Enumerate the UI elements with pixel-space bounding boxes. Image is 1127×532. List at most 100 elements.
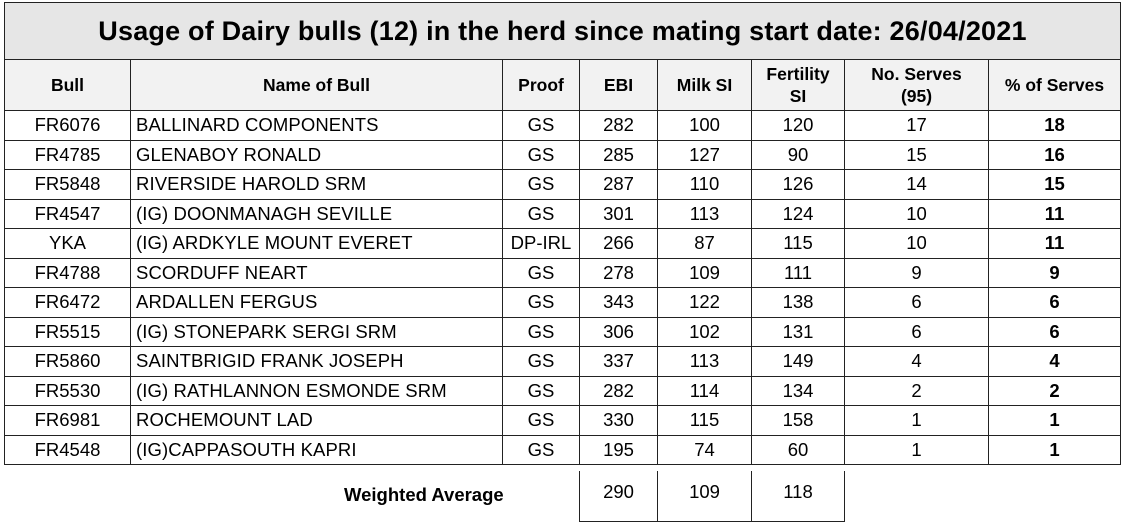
cell-no-serves: 17 <box>844 110 989 141</box>
cell-fertility-si: 115 <box>751 228 845 259</box>
table-row: FR4785 GLENABOY RONALD GS 285 127 90 15 16 <box>4 139 1121 170</box>
cell-name: ROCHEMOUNT LAD <box>130 405 503 436</box>
cell-ebi: 285 <box>579 139 658 170</box>
cell-bull: FR5530 <box>4 375 131 406</box>
col-header-milk-si: Milk SI <box>657 59 752 111</box>
cell-ebi: 278 <box>579 257 658 288</box>
cell-bull: FR6981 <box>4 405 131 436</box>
cell-name: GLENABOY RONALD <box>130 139 503 170</box>
cell-milk-si: 113 <box>657 346 752 377</box>
table-row: FR4788 SCORDUFF NEART GS 278 109 111 9 9 <box>4 257 1121 288</box>
cell-proof: GS <box>502 169 580 200</box>
cell-fertility-si: 158 <box>751 405 845 436</box>
col-header-proof: Proof <box>502 59 580 111</box>
cell-ebi: 195 <box>579 434 658 465</box>
cell-name: SCORDUFF NEART <box>130 257 503 288</box>
cell-milk-si: 122 <box>657 287 752 318</box>
cell-bull: FR4785 <box>4 139 131 170</box>
table-row: FR5848 RIVERSIDE HAROLD SRM GS 287 110 126 14 1… <box>4 169 1121 200</box>
cell-ebi: 282 <box>579 375 658 406</box>
cell-no-serves: 6 <box>844 316 989 347</box>
header-row: Bull Name of Bull Proof EBI Milk SI Fert… <box>4 59 1121 111</box>
cell-no-serves: 14 <box>844 169 989 200</box>
cell-bull: FR5860 <box>4 346 131 377</box>
cell-fertility-si: 149 <box>751 346 845 377</box>
cell-milk-si: 127 <box>657 139 752 170</box>
cell-name: (IG) ARDKYLE MOUNT EVERET <box>130 228 503 259</box>
cell-pct-serves: 6 <box>988 287 1121 318</box>
cell-ebi: 287 <box>579 169 658 200</box>
cell-ebi: 343 <box>579 287 658 318</box>
cell-milk-si: 100 <box>657 110 752 141</box>
cell-proof: GS <box>502 257 580 288</box>
cell-no-serves: 9 <box>844 257 989 288</box>
cell-pct-serves: 11 <box>988 198 1121 229</box>
cell-fertility-si: 90 <box>751 139 845 170</box>
cell-fertility-si: 120 <box>751 110 845 141</box>
table-row: FR4547 (IG) DOONMANAGH SEVILLE GS 301 113 124… <box>4 198 1121 229</box>
cell-proof: GS <box>502 434 580 465</box>
table-row: FR5530 (IG) RATHLANNON ESMONDE SRM GS 282 11… <box>4 375 1121 406</box>
cell-bull: FR6076 <box>4 110 131 141</box>
cell-milk-si: 113 <box>657 198 752 229</box>
cell-no-serves: 4 <box>844 346 989 377</box>
table-title: Usage of Dairy bulls (12) in the herd si… <box>4 2 1121 60</box>
cell-pct-serves: 4 <box>988 346 1121 377</box>
cell-proof: GS <box>502 316 580 347</box>
cell-no-serves: 1 <box>844 434 989 465</box>
cell-ebi: 306 <box>579 316 658 347</box>
cell-proof: GS <box>502 375 580 406</box>
cell-fertility-si: 60 <box>751 434 845 465</box>
cell-name: (IG)CAPPASOUTH KAPRI <box>130 434 503 465</box>
cell-pct-serves: 6 <box>988 316 1121 347</box>
cell-proof: GS <box>502 405 580 436</box>
cell-milk-si: 110 <box>657 169 752 200</box>
cell-ebi: 301 <box>579 198 658 229</box>
cell-pct-serves: 11 <box>988 228 1121 259</box>
cell-pct-serves: 16 <box>988 139 1121 170</box>
cell-pct-serves: 2 <box>988 375 1121 406</box>
cell-proof: GS <box>502 198 580 229</box>
cell-ebi: 337 <box>579 346 658 377</box>
cell-bull: FR4788 <box>4 257 131 288</box>
weighted-average-fertility-si: 118 <box>751 471 845 522</box>
weighted-average-ebi: 290 <box>579 471 658 522</box>
col-header-name: Name of Bull <box>130 59 503 111</box>
cell-no-serves: 15 <box>844 139 989 170</box>
cell-no-serves: 1 <box>844 405 989 436</box>
table-row: FR4548 (IG)CAPPASOUTH KAPRI GS 195 74 60 1 1 <box>4 434 1121 465</box>
cell-pct-serves: 18 <box>988 110 1121 141</box>
cell-milk-si: 87 <box>657 228 752 259</box>
table-row: FR5860 SAINTBRIGID FRANK JOSEPH GS 337 113 14… <box>4 346 1121 377</box>
cell-bull: FR5515 <box>4 316 131 347</box>
cell-proof: GS <box>502 287 580 318</box>
cell-no-serves: 6 <box>844 287 989 318</box>
cell-proof: GS <box>502 139 580 170</box>
cell-bull: FR4547 <box>4 198 131 229</box>
col-header-fertility-si: Fertility SI <box>751 59 845 111</box>
cell-ebi: 266 <box>579 228 658 259</box>
col-header-no-serves-line2: (95) <box>900 86 933 106</box>
table-row: YKA (IG) ARDKYLE MOUNT EVERET DP-IRL 266 87 1… <box>4 228 1121 259</box>
cell-no-serves: 10 <box>844 198 989 229</box>
table-row: FR6076 BALLINARD COMPONENTS GS 282 100 120 17 1… <box>4 110 1121 141</box>
cell-bull: FR5848 <box>4 169 131 200</box>
weighted-average-label: Weighted Average <box>344 484 504 505</box>
cell-name: (IG) DOONMANAGH SEVILLE <box>130 198 503 229</box>
table-body: FR6076 BALLINARD COMPONENTS GS 282 100 120 17 1… <box>4 110 1121 465</box>
cell-pct-serves: 9 <box>988 257 1121 288</box>
col-header-ebi: EBI <box>579 59 658 111</box>
col-header-fertility-si-line2: SI <box>789 86 807 106</box>
cell-fertility-si: 131 <box>751 316 845 347</box>
table-row: FR5515 (IG) STONEPARK SERGI SRM GS 306 102 13… <box>4 316 1121 347</box>
col-header-no-serves: No. Serves (95) <box>844 59 989 111</box>
cell-fertility-si: 124 <box>751 198 845 229</box>
cell-milk-si: 109 <box>657 257 752 288</box>
weighted-average-milk-si: 109 <box>657 471 752 522</box>
cell-fertility-si: 134 <box>751 375 845 406</box>
cell-no-serves: 10 <box>844 228 989 259</box>
col-header-pct-serves: % of Serves <box>988 59 1121 111</box>
cell-milk-si: 114 <box>657 375 752 406</box>
col-header-no-serves-line1: No. Serves <box>871 64 962 84</box>
